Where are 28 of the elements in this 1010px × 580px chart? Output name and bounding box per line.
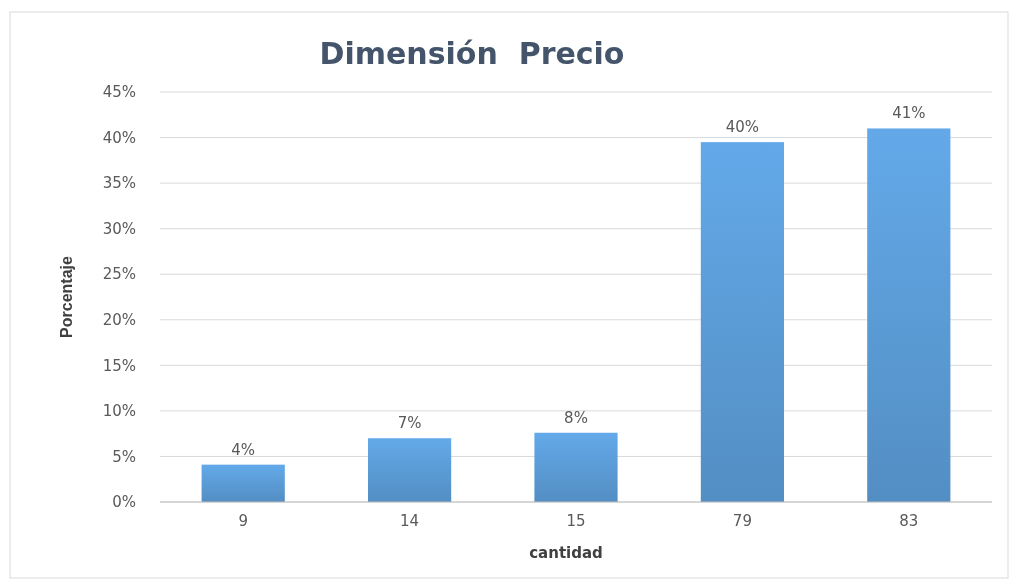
bar (534, 432, 618, 502)
data-label: 4% (231, 440, 256, 459)
x-tick-label: 83 (899, 512, 919, 530)
y-tick-label: 15% (102, 356, 136, 375)
bar (700, 142, 784, 502)
x-tick-label: 9 (238, 512, 248, 530)
bar (201, 464, 285, 502)
y-tick-label: 45% (102, 83, 136, 102)
y-tick-label: 10% (102, 402, 136, 421)
y-tick-label: 30% (102, 219, 136, 238)
data-label: 7% (397, 414, 422, 433)
y-tick-label: 20% (102, 311, 136, 330)
y-tick-label: 40% (102, 128, 136, 147)
bar (867, 128, 951, 502)
x-tick-label: 79 (732, 512, 752, 530)
data-label: 8% (564, 408, 588, 427)
y-tick-label: 5% (112, 447, 136, 466)
x-tick-label: 14 (400, 512, 420, 530)
y-tick-label: 0% (112, 493, 136, 512)
chart-title: Dimensión Precio (319, 36, 625, 71)
x-axis-title: cantidad (529, 544, 603, 562)
bar (368, 438, 452, 502)
data-label: 41% (892, 104, 926, 123)
data-label: 40% (725, 118, 760, 137)
y-tick-label: 25% (102, 265, 136, 284)
y-tick-label: 35% (102, 174, 136, 193)
y-axis-title: Porcentaje (58, 255, 75, 338)
x-tick-label: 15 (566, 512, 586, 530)
